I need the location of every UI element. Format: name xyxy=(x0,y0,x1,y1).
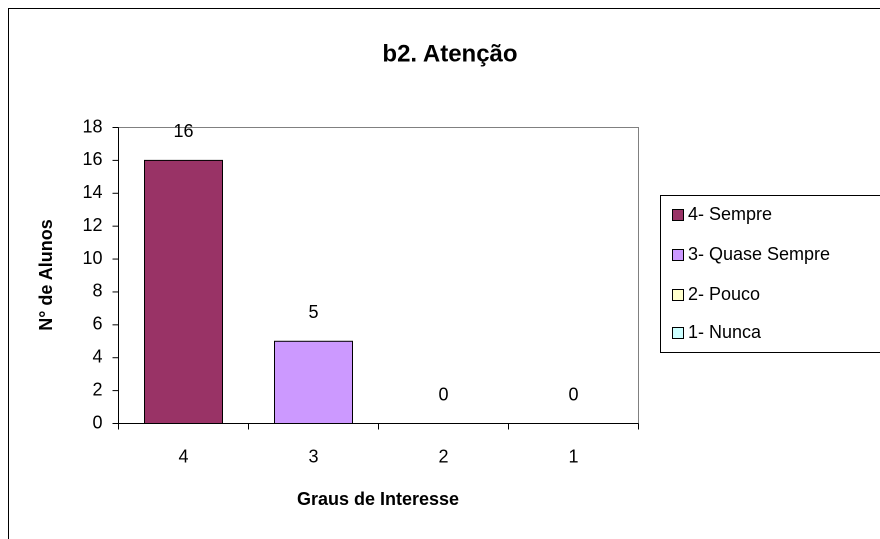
bar xyxy=(274,340,353,424)
bar xyxy=(144,159,223,424)
legend xyxy=(660,195,880,353)
legend-label: 2- Pouco xyxy=(688,284,760,304)
legend-swatch xyxy=(672,289,684,301)
legend-label: 1- Nunca xyxy=(688,322,762,342)
y-tick-label: 12 xyxy=(82,215,102,235)
y-tick-label: 16 xyxy=(82,149,102,169)
y-tick-label: 10 xyxy=(82,248,102,268)
y-tick-label: 4 xyxy=(92,346,102,366)
y-tick-label: 6 xyxy=(92,314,102,334)
y-tick-label: 14 xyxy=(82,182,102,202)
x-tick-label: 4 xyxy=(178,446,188,466)
y-tick-label: 0 xyxy=(92,412,102,432)
data-label: 0 xyxy=(568,384,578,404)
legend-label: 3- Quase Sempre xyxy=(688,244,830,264)
legend-swatch xyxy=(672,327,684,339)
y-tick-label: 18 xyxy=(82,116,102,136)
data-label: 5 xyxy=(308,302,318,322)
legend-label: 4- Sempre xyxy=(688,204,772,224)
x-tick-label: 1 xyxy=(568,446,578,466)
data-label: 0 xyxy=(438,384,448,404)
x-tick-label: 2 xyxy=(438,446,448,466)
legend-swatch xyxy=(672,249,684,261)
y-tick-label: 2 xyxy=(92,379,102,399)
y-tick-label: 8 xyxy=(92,281,102,301)
x-tick-label: 3 xyxy=(308,446,318,466)
legend-swatch xyxy=(672,209,684,221)
y-axis-title: N° de Alunos xyxy=(36,219,56,331)
data-label: 16 xyxy=(173,121,193,141)
chart-title: b2. Atenção xyxy=(382,40,517,67)
x-axis-title: Graus de Interesse xyxy=(297,489,459,509)
